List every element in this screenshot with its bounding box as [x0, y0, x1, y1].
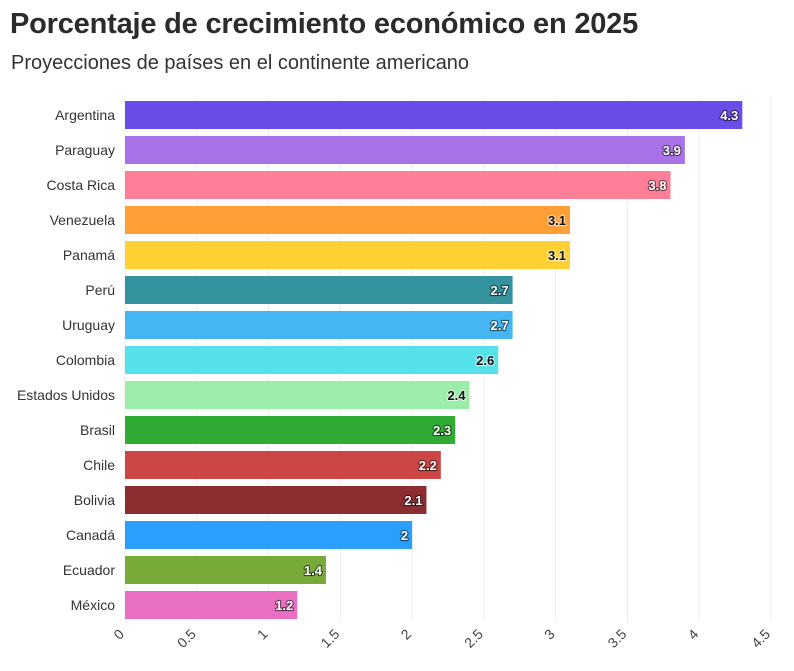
bar — [125, 416, 456, 444]
category-label: Paraguay — [55, 142, 115, 158]
category-label: Estados Unidos — [17, 387, 115, 403]
bar — [125, 136, 685, 164]
bar-value-label: 1.2 — [275, 598, 293, 613]
bar — [125, 521, 413, 549]
x-tick-label: 3 — [541, 626, 558, 643]
category-label: México — [71, 597, 116, 613]
bar — [125, 556, 326, 584]
bar — [125, 206, 571, 234]
bar-value-label: 3.1 — [548, 213, 566, 228]
bar-value-label: 2 — [401, 528, 408, 543]
bar-value-label: 2.4 — [447, 388, 466, 403]
bar-value-label: 3.9 — [663, 143, 681, 158]
bar — [125, 101, 743, 129]
category-label: Perú — [85, 282, 115, 298]
bar-value-label: 4.3 — [720, 108, 738, 123]
category-label: Chile — [83, 457, 115, 473]
bar-value-label: 3.8 — [648, 178, 666, 193]
bar-value-label: 3.1 — [548, 248, 566, 263]
bar-value-label: 2.2 — [419, 458, 437, 473]
bar-value-label: 2.7 — [491, 283, 509, 298]
bar-value-label: 1.4 — [304, 563, 323, 578]
category-label: Uruguay — [62, 317, 115, 333]
category-label: Costa Rica — [47, 177, 116, 193]
x-tick-label: 3.5 — [604, 626, 629, 651]
bar — [125, 486, 427, 514]
bar — [125, 451, 441, 479]
category-label: Panamá — [63, 247, 115, 263]
x-tick-label: 1.5 — [317, 626, 342, 651]
bar-value-label: 2.7 — [491, 318, 509, 333]
bar-value-label: 2.3 — [433, 423, 451, 438]
x-tick-label: 0.5 — [174, 626, 199, 651]
bar — [125, 241, 571, 269]
bar-value-label: 2.6 — [476, 353, 494, 368]
bar — [125, 171, 671, 199]
chart-subtitle: Proyecciones de países en el continente … — [11, 52, 470, 74]
x-tick-label: 0 — [110, 626, 127, 643]
category-label: Bolivia — [74, 492, 115, 508]
category-label: Ecuador — [63, 562, 115, 578]
bar — [125, 346, 499, 374]
chart-title: Porcentaje de crecimiento económico en 2… — [10, 8, 639, 40]
bar — [125, 381, 470, 409]
bar — [125, 591, 298, 619]
category-label: Colombia — [56, 352, 115, 368]
category-label: Venezuela — [50, 212, 116, 228]
bar — [125, 276, 513, 304]
x-tick-label: 2 — [397, 626, 414, 643]
x-tick-label: 1 — [254, 626, 271, 643]
category-label: Canadá — [66, 527, 115, 543]
x-tick-label: 4 — [685, 626, 702, 643]
bar — [125, 311, 513, 339]
category-label: Brasil — [80, 422, 115, 438]
x-tick-label: 4.5 — [748, 626, 773, 651]
bar-value-label: 2.1 — [404, 493, 422, 508]
category-label: Argentina — [55, 107, 115, 123]
x-tick-label: 2.5 — [461, 626, 486, 651]
